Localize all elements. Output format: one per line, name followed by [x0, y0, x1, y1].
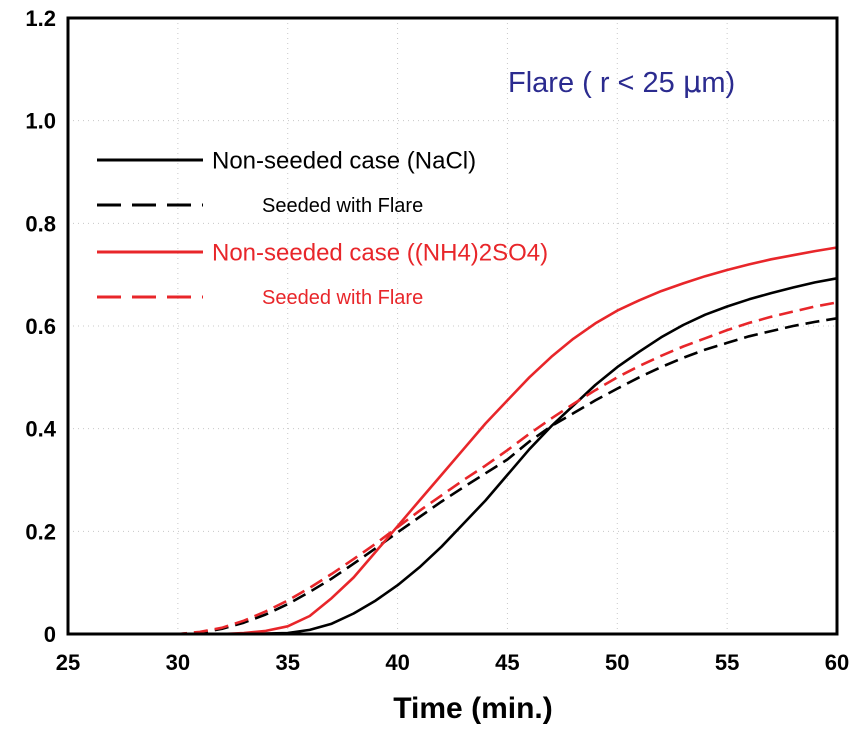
x-tick-label: 40: [385, 650, 409, 675]
legend-label-1: Non-seeded case (NaCl): [212, 147, 476, 174]
y-tick-label: 0.8: [25, 211, 56, 236]
grid-lines: [68, 18, 837, 634]
x-axis-label: Time (min.): [393, 692, 552, 725]
y-tick-label: 1.2: [25, 6, 56, 31]
series-line-1: [68, 277, 838, 636]
y-tick-label: 0.2: [25, 519, 56, 544]
y-tick-label: 0.6: [25, 314, 56, 339]
plot-annotation: Flare ( r < 25 μm): [508, 65, 735, 99]
annotation-prefix: Flare ( r < 25: [508, 67, 683, 99]
x-tick-labels: 25 30 35 40 45 50 55 60: [56, 650, 849, 675]
series-line-2: [68, 317, 838, 636]
series-line-4: [68, 301, 838, 636]
annotation-mu: μ: [683, 65, 701, 99]
series-lines: [68, 246, 838, 636]
x-tick-label: 50: [605, 650, 629, 675]
x-tick-label: 30: [166, 650, 190, 675]
y-tick-label: 1.0: [25, 109, 56, 134]
plot-frame: [66, 16, 839, 636]
legend-label-3: Non-seeded case ((NH4)2SO4): [212, 239, 548, 266]
series-line-3: [68, 246, 838, 636]
legend-label-2: Seeded with Flare: [262, 195, 423, 217]
y-tick-label: 0: [44, 622, 56, 647]
y-tick-label: 0.4: [25, 417, 56, 442]
x-tick-label: 25: [56, 650, 80, 675]
x-tick-label: 55: [715, 650, 739, 675]
legend-label-4: Seeded with Flare: [262, 287, 423, 309]
annotation-suffix: m): [701, 67, 735, 99]
x-tick-label: 45: [495, 650, 519, 675]
x-tick-label: 35: [275, 650, 299, 675]
x-tick-label: 60: [825, 650, 849, 675]
legend: Non-seeded case (NaCl) Seeded with Flare N…: [97, 147, 548, 309]
y-tick-labels: 0 0.2 0.4 0.6 0.8 1.0 1.2: [25, 6, 56, 647]
